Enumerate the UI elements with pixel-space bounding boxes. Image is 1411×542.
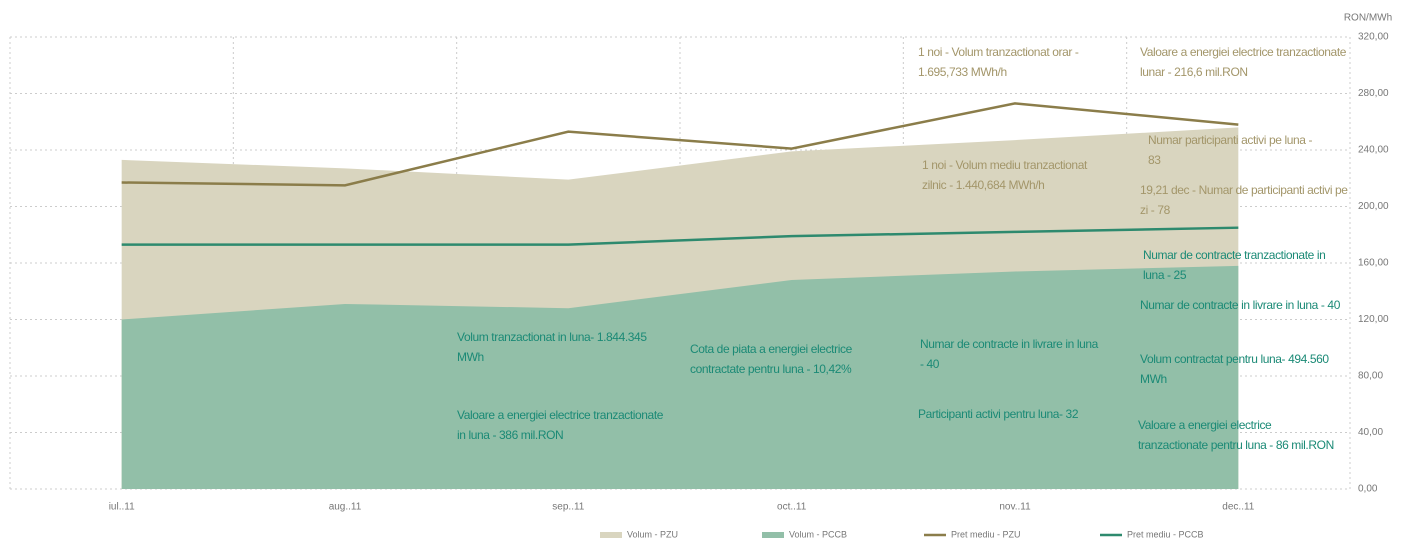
y-tick-label: 120,00 xyxy=(1358,314,1389,325)
annotation: Volum tranzactionat in luna- 1.844.345 M… xyxy=(457,330,647,364)
line xyxy=(121,102,1239,187)
legend-swatch xyxy=(762,532,784,538)
x-tick-label: sep..11 xyxy=(552,502,584,513)
annotation: Numar participanti activi pe luna - 83 xyxy=(1148,133,1313,167)
y-tick-label: 280,00 xyxy=(1358,88,1389,99)
annotation: Numar de contracte in livrare in luna - … xyxy=(1140,298,1340,312)
x-tick-label: dec..11 xyxy=(1222,502,1254,513)
y-tick-label: 320,00 xyxy=(1358,32,1389,43)
legend-label: Volum - PZU xyxy=(627,529,678,539)
y-tick-label: 160,00 xyxy=(1358,258,1389,269)
y-tick-label: 200,00 xyxy=(1358,201,1389,212)
legend-label: Volum - PCCB xyxy=(789,529,847,539)
y-tick-label: 80,00 xyxy=(1358,371,1383,382)
y-tick-label: 240,00 xyxy=(1358,145,1389,156)
annotation: 1 noi - Volum mediu tranzactionat zilnic… xyxy=(922,158,1087,192)
x-tick-label: aug..11 xyxy=(329,502,362,513)
y-axis-label: RON/MWh xyxy=(1344,13,1392,24)
legend-swatch xyxy=(600,532,622,538)
y-tick-label: 0,00 xyxy=(1358,484,1378,495)
legend-label: Pret mediu - PZU xyxy=(951,529,1021,539)
y-tick-label: 40,00 xyxy=(1358,427,1383,438)
legend-label: Pret mediu - PCCB xyxy=(1127,529,1204,539)
area xyxy=(121,265,1239,489)
x-tick-label: iul..11 xyxy=(109,502,135,513)
line xyxy=(121,226,1239,246)
x-tick-label: oct..11 xyxy=(777,502,807,513)
annotation: Volum contractat pentru luna- 494.560 MW… xyxy=(1140,352,1329,386)
annotation: Valoare a energiei electrice tranzaction… xyxy=(1138,418,1334,452)
annotation: Valoare a energiei electrice tranzaction… xyxy=(457,408,664,442)
annotation: Participanti activi pentru luna- 32 xyxy=(918,407,1079,421)
annotation: Numar de contracte in livrare in luna - … xyxy=(920,337,1098,371)
annotation: Valoare a energiei electrice tranzaction… xyxy=(1140,45,1347,79)
annotation: Cota de piata a energiei electrice contr… xyxy=(690,342,852,376)
annotation: 1 noi - Volum tranzactionat orar - 1.695… xyxy=(918,45,1079,79)
annotation: 19,21 dec - Numar de participanti activi… xyxy=(1140,183,1348,217)
x-tick-label: nov..11 xyxy=(999,502,1031,513)
annotation: Numar de contracte tranzactionate in lun… xyxy=(1143,248,1326,282)
